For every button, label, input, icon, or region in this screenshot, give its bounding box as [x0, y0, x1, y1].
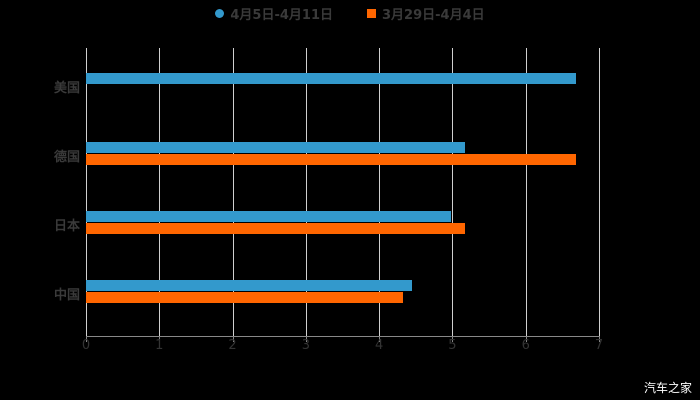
gridline [452, 48, 454, 336]
x-tick-label: 7 [594, 338, 604, 353]
x-tick-label: 2 [228, 338, 237, 353]
x-tick [159, 336, 161, 342]
bar[interactable] [86, 73, 576, 84]
legend: 4月5日-4月11日 3月29日-4月4日 [0, 4, 700, 23]
legend-label: 3月29日-4月4日 [382, 8, 485, 23]
gridline [86, 48, 87, 336]
legend-label: 4月5日-4月11日 [230, 8, 333, 23]
x-tick-label: 6 [521, 338, 530, 353]
legend-item-series2[interactable]: 3月29日-4月4日 [367, 4, 485, 23]
y-category-label: 中国 [53, 288, 80, 303]
x-tick-label: 0 [81, 338, 91, 353]
y-category-label: 德国 [53, 150, 80, 165]
y-category-label: 美国 [53, 81, 80, 96]
gridline [525, 48, 527, 336]
x-tick-label: 5 [448, 338, 457, 353]
x-tick [525, 336, 527, 342]
y-category-label: 日本 [53, 219, 80, 234]
x-tick-label: 4 [375, 338, 384, 353]
bar[interactable] [86, 154, 576, 165]
bar[interactable] [86, 223, 465, 234]
bar[interactable] [86, 211, 451, 222]
x-axis [86, 336, 599, 337]
x-tick-label: 3 [301, 338, 310, 353]
x-tick [232, 336, 234, 342]
watermark: 汽车之家 [643, 381, 692, 395]
gridline [159, 48, 161, 336]
bar[interactable] [86, 292, 403, 303]
x-tick [305, 336, 307, 342]
x-tick [379, 336, 381, 342]
x-tick [86, 336, 87, 342]
x-tick [599, 336, 600, 342]
series2-marker-icon [367, 9, 376, 18]
bar[interactable] [86, 142, 465, 153]
gridline [232, 48, 234, 336]
legend-item-series1[interactable]: 4月5日-4月11日 [215, 4, 333, 23]
gridline [379, 48, 381, 336]
gridline [305, 48, 307, 336]
x-tick-label: 1 [155, 338, 164, 353]
x-tick [452, 336, 454, 342]
gridline [599, 48, 600, 336]
series1-marker-icon [215, 9, 225, 18]
bar[interactable] [86, 280, 413, 291]
